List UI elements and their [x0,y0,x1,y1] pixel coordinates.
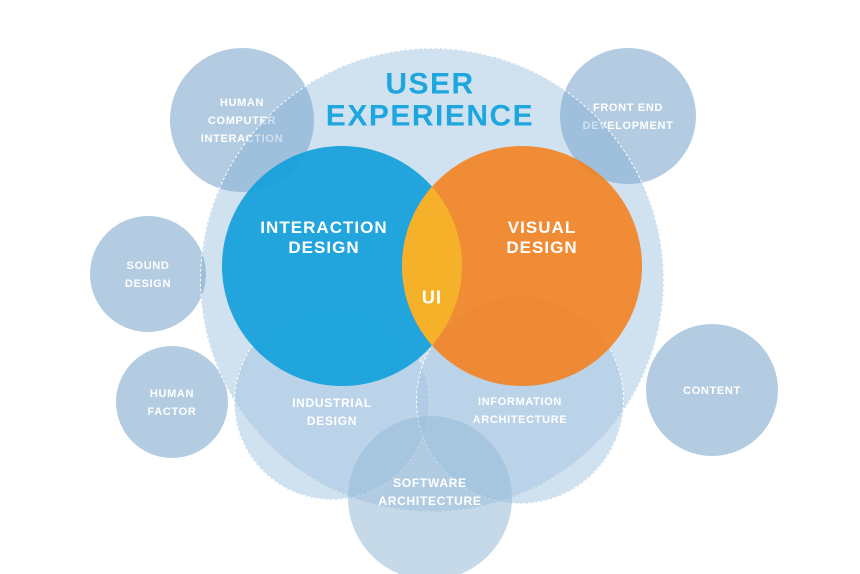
ui-label: UI [422,288,442,308]
satellite-sound-label: SOUND DESIGN [125,260,171,290]
venn-svg [222,146,642,386]
inner-industrial-label: INDUSTRIAL DESIGN [292,396,372,428]
inner-info_arch-label: INFORMATION ARCHITECTURE [473,396,568,426]
ux-venn-diagram: HUMAN COMPUTER INTERACTIONFRONT END DEVE… [0,0,860,574]
inner-soft_arch-label: SOFTWARE ARCHITECTURE [378,476,481,508]
satellite-humanfac-label: HUMAN FACTOR [148,388,197,418]
satellite-content: CONTENT [646,324,778,456]
satellite-content-label: CONTENT [683,385,741,397]
satellite-humanfac: HUMAN FACTOR [116,346,228,458]
satellite-sound: SOUND DESIGN [90,216,206,332]
inner-soft_arch: SOFTWARE ARCHITECTURE [348,416,512,574]
ux-title: USER EXPERIENCE [326,69,534,132]
venn-left-label: INTERACTION DESIGN [260,218,387,257]
venn-right-label: VISUAL DESIGN [506,218,577,257]
